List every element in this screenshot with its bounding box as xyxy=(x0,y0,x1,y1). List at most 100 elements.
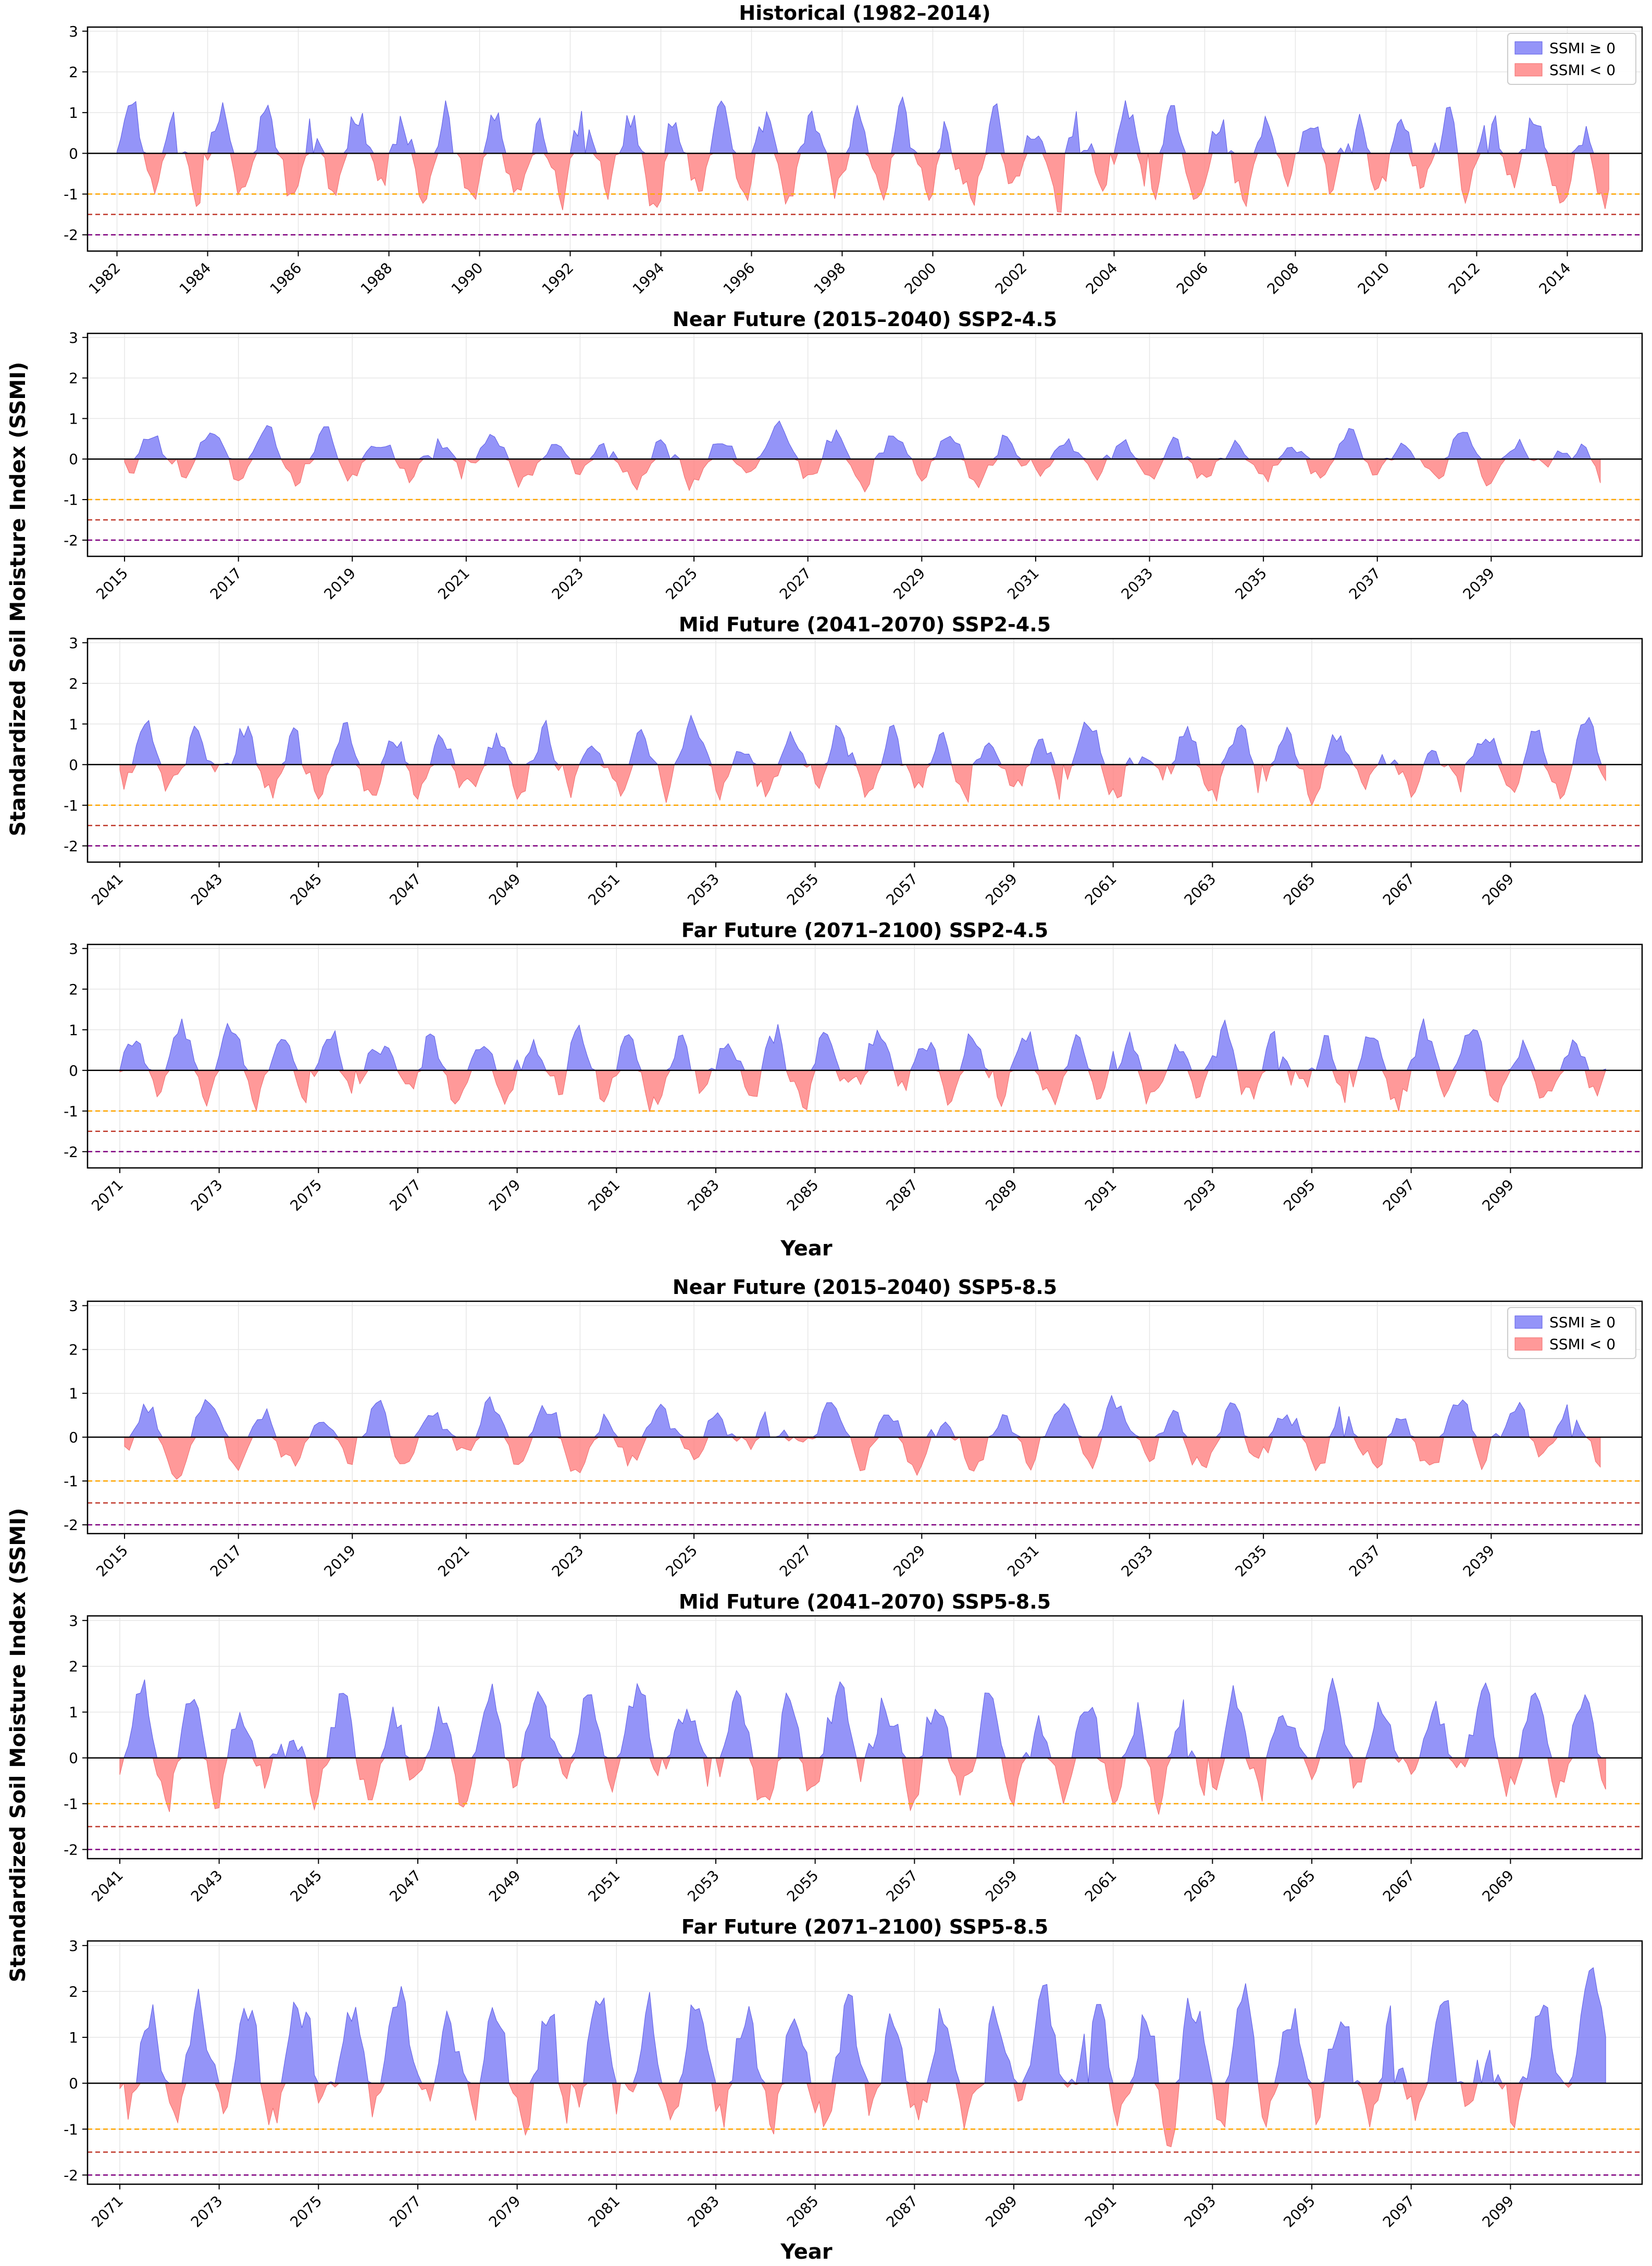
x-tick-label: 2083 xyxy=(684,2193,723,2231)
x-tick-label: 2019 xyxy=(320,565,359,603)
chart-panel-0: Historical (1982–2014) 3 2 1 0 -1 -2 1982 1984 19… xyxy=(64,2,1643,298)
y-tick-label: 2 xyxy=(69,675,78,692)
y-tick-label: 0 xyxy=(69,1750,78,1767)
axes-frame xyxy=(86,1940,1643,2185)
x-tick-label: 2085 xyxy=(784,1176,822,1215)
x-tick-label: 2059 xyxy=(982,1867,1021,1906)
x-axis-label-ssp245: Year xyxy=(780,1237,832,1261)
x-tick-label: 2051 xyxy=(585,870,624,909)
ssmi-positive-area xyxy=(119,1018,1606,1072)
legend-label-negative: SSMI < 0 xyxy=(1549,61,1616,79)
x-tick-label: 1990 xyxy=(448,259,487,298)
x-tick-label: 2069 xyxy=(1479,1867,1518,1906)
x-tick-label: 2071 xyxy=(88,2193,127,2231)
y-tick-label: -1 xyxy=(64,1103,78,1120)
x-tick-label: 2095 xyxy=(1280,2193,1319,2231)
x-tick-label: 2053 xyxy=(684,1867,723,1906)
x-tick-label: 2023 xyxy=(549,1542,587,1580)
x-tick-label: 2012 xyxy=(1445,259,1484,298)
x-tick-label: 2055 xyxy=(784,870,822,909)
ssmi-negative-area xyxy=(119,1757,1606,1815)
y-tick-label: 1 xyxy=(69,716,78,733)
y-tick-label: 3 xyxy=(69,23,78,40)
x-tick-label: 2008 xyxy=(1264,259,1302,298)
x-tick-label: 2053 xyxy=(684,870,723,909)
y-tick-label: 1 xyxy=(69,1385,78,1402)
x-tick-label: 2087 xyxy=(883,1176,922,1215)
y-tick-label: 1 xyxy=(69,1704,78,1721)
x-tick-label: 2031 xyxy=(1004,565,1042,603)
x-tick-label: 1984 xyxy=(176,259,215,298)
x-tick-label: 2025 xyxy=(662,565,701,603)
x-tick-label: 2029 xyxy=(890,1542,929,1580)
x-tick-label: 2073 xyxy=(188,1176,226,1215)
ssmi-positive-area xyxy=(117,96,1609,155)
x-tick-label: 2047 xyxy=(386,870,425,909)
x-tick-label: 2077 xyxy=(386,1176,425,1215)
x-tick-label: 2057 xyxy=(883,870,922,909)
axes-frame xyxy=(86,1615,1643,1860)
x-tick-label: 2019 xyxy=(320,1542,359,1580)
x-tick-label: 2033 xyxy=(1118,1542,1157,1580)
axes-frame xyxy=(86,638,1643,863)
x-tick-label: 1992 xyxy=(539,259,577,298)
x-tick-label: 2027 xyxy=(776,1542,815,1580)
x-tick-label: 2004 xyxy=(1083,259,1121,298)
x-tick-label: 2051 xyxy=(585,1867,624,1906)
x-tick-label: 2027 xyxy=(776,565,815,603)
x-tick-label: 2015 xyxy=(93,1542,131,1580)
ssmi-negative-area xyxy=(124,458,1601,493)
ssmi-negative-area xyxy=(119,1069,1606,1112)
x-tick-label: 2043 xyxy=(188,1867,226,1906)
ssmi-positive-area xyxy=(119,1677,1606,1759)
x-tick-label: 2067 xyxy=(1380,870,1418,909)
axes-frame xyxy=(86,1300,1643,1535)
x-tick-label: 2081 xyxy=(585,2193,624,2231)
x-tick-label: 2021 xyxy=(434,565,473,603)
x-tick-label: 2091 xyxy=(1082,2193,1120,2231)
x-tick-label: 2093 xyxy=(1181,2193,1220,2231)
ssmi-positive-area xyxy=(119,1967,1606,2084)
ssmi-negative-area xyxy=(124,1437,1601,1480)
y-tick-label: 2 xyxy=(69,981,78,998)
ssmi-positive-area xyxy=(124,420,1601,460)
chart-panel-3: Far Future (2071–2100) SSP2-4.5 3 2 1 0 -1 -2 2… xyxy=(64,919,1643,1215)
y-tick-label: -2 xyxy=(64,1841,78,1858)
legend-swatch-positive xyxy=(1514,41,1543,55)
chart-panel-2: Mid Future (2041–2070) SSP2-4.5 3 2 1 0 -1 -2 2… xyxy=(64,613,1643,909)
legend: SSMI ≥ 0 SSMI < 0 xyxy=(1507,33,1636,85)
y-tick-label: -1 xyxy=(64,1795,78,1812)
x-tick-label: 2059 xyxy=(982,870,1021,909)
x-tick-label: 2041 xyxy=(88,1867,127,1906)
y-tick-label: 0 xyxy=(69,1062,78,1079)
y-tick-label: -2 xyxy=(64,2167,78,2184)
x-tick-label: 2039 xyxy=(1460,565,1498,603)
y-tick-label: 0 xyxy=(69,451,78,468)
legend: SSMI ≥ 0 SSMI < 0 xyxy=(1507,1307,1636,1359)
axes-frame xyxy=(86,943,1643,1169)
y-tick-label: 3 xyxy=(69,329,78,346)
panel-title: Far Future (2071–2100) SSP5-8.5 xyxy=(681,1915,1048,1938)
x-tick-label: 1996 xyxy=(720,259,759,298)
x-tick-label: 2035 xyxy=(1232,565,1270,603)
y-tick-label: 0 xyxy=(69,145,78,162)
x-tick-label: 2049 xyxy=(486,1867,524,1906)
y-tick-label: 3 xyxy=(69,634,78,652)
chart-panel-4: Near Future (2015–2040) SSP5-8.5 3 2 1 0 -1 -2… xyxy=(64,1276,1643,1580)
y-tick-label: -1 xyxy=(64,2121,78,2138)
x-tick-label: 2083 xyxy=(684,1176,723,1215)
x-tick-label: 2089 xyxy=(982,1176,1021,1215)
legend-label-negative: SSMI < 0 xyxy=(1549,1336,1616,1353)
x-tick-label: 2039 xyxy=(1460,1542,1498,1580)
y-tick-label: -2 xyxy=(64,1516,78,1534)
x-tick-label: 2077 xyxy=(386,2193,425,2231)
x-tick-label: 2025 xyxy=(662,1542,701,1580)
x-tick-label: 2061 xyxy=(1082,1867,1120,1906)
x-tick-label: 2015 xyxy=(93,565,131,603)
x-tick-label: 2045 xyxy=(287,1867,326,1906)
x-axis-label-ssp585: Year xyxy=(780,2240,832,2264)
x-tick-label: 2099 xyxy=(1479,1176,1518,1215)
y-tick-label: 2 xyxy=(69,1341,78,1359)
x-tick-label: 2057 xyxy=(883,1867,922,1906)
